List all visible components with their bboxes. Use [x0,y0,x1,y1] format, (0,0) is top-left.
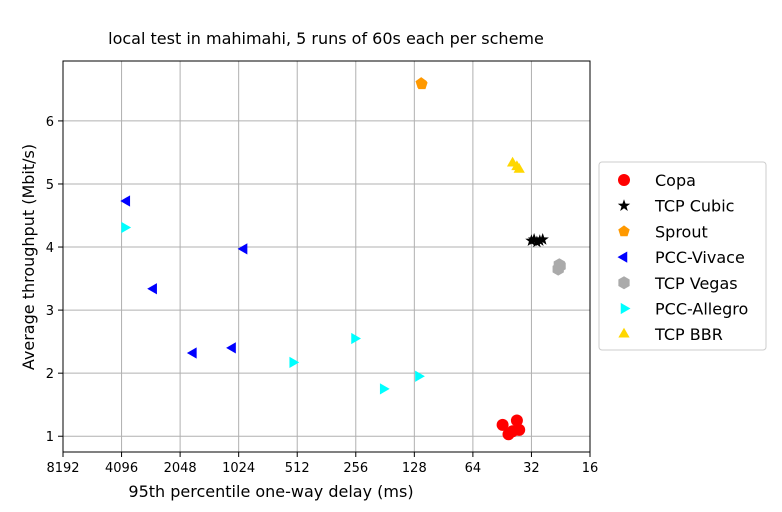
legend-marker-pcc-allegro [620,302,631,315]
legend-marker-tcp-cubic [617,199,631,211]
y-tick-label: 5 [46,178,54,193]
point-tcp-cubic [536,233,549,245]
legend-label-pcc-vivace: PCC-Vivace [655,248,745,267]
point-pcc-allegro [289,356,300,369]
y-tick-label: 4 [46,241,54,256]
grid-lines [62,61,591,452]
point-pcc-allegro [121,221,132,234]
point-copa [496,418,509,431]
chart-title: local test in mahimahi, 5 runs of 60s ea… [108,29,544,48]
point-pcc-allegro [351,332,361,345]
legend: Copa TCP Cubic Sprout PCC-Vivace TCP Vegas PC… [598,161,767,351]
plot-frame [62,60,591,453]
y-tick-label: 6 [46,115,54,130]
point-pcc-allegro [415,370,425,382]
legend-label-copa: Copa [655,171,696,190]
x-tick-label: 256 [343,461,368,476]
y-tick-label: 2 [46,367,54,382]
point-tcp-cubic [533,234,546,246]
x-tick-label: 64 [465,461,482,476]
legend-label-sprout: Sprout [655,222,708,241]
point-sprout [416,78,428,90]
legend-label-pcc-allegro: PCC-Allegro [655,300,748,319]
legend-marker-pcc-vivace [617,251,628,263]
point-pcc-vivace [186,347,197,359]
x-tick-label: 4096 [105,461,138,476]
point-copa [513,423,526,436]
legend-label-tcp-vegas: TCP Vegas [654,274,738,293]
point-tcp-cubic [530,235,544,248]
point-pcc-vivace [226,342,236,354]
y-axis-label: Average throughput (Mbit/s) [19,144,38,370]
legend-frame [598,161,767,351]
x-tick-label: 2048 [164,461,197,476]
x-axis-ticks: 8192 4096 2048 1024 512 256 128 64 32 16 [46,452,598,476]
legend-marker-tcp-bbr [618,327,630,338]
x-tick-label: 1024 [222,461,255,476]
point-tcp-vegas [554,259,566,273]
point-pcc-vivace [147,283,157,295]
x-tick-label: 512 [285,461,310,476]
x-tick-label: 16 [582,461,599,476]
x-tick-label: 32 [523,461,540,476]
data-points [120,77,566,441]
y-tick-label: 3 [46,304,54,319]
legend-marker-sprout [618,225,630,237]
point-tcp-bbr [513,163,525,173]
legend-label-tcp-cubic: TCP Cubic [654,197,734,216]
x-tick-label: 128 [402,461,427,476]
legend-marker-tcp-vegas [618,276,630,290]
y-tick-label: 1 [46,430,54,445]
x-axis-label: 95th percentile one-way delay (ms) [128,482,413,501]
legend-marker-copa [618,174,630,186]
x-tick-label: 8192 [46,461,79,476]
legend-label-tcp-bbr: TCP BBR [654,325,723,344]
y-axis-ticks: 1 2 3 4 5 6 [46,115,63,445]
point-pcc-vivace [120,195,131,207]
point-pcc-vivace [237,243,248,255]
point-pcc-allegro [379,383,390,395]
point-copa [510,414,523,427]
